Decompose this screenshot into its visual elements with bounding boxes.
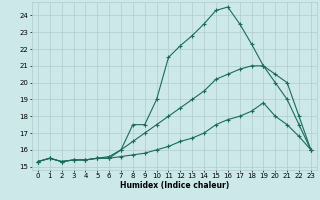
X-axis label: Humidex (Indice chaleur): Humidex (Indice chaleur) — [120, 181, 229, 190]
